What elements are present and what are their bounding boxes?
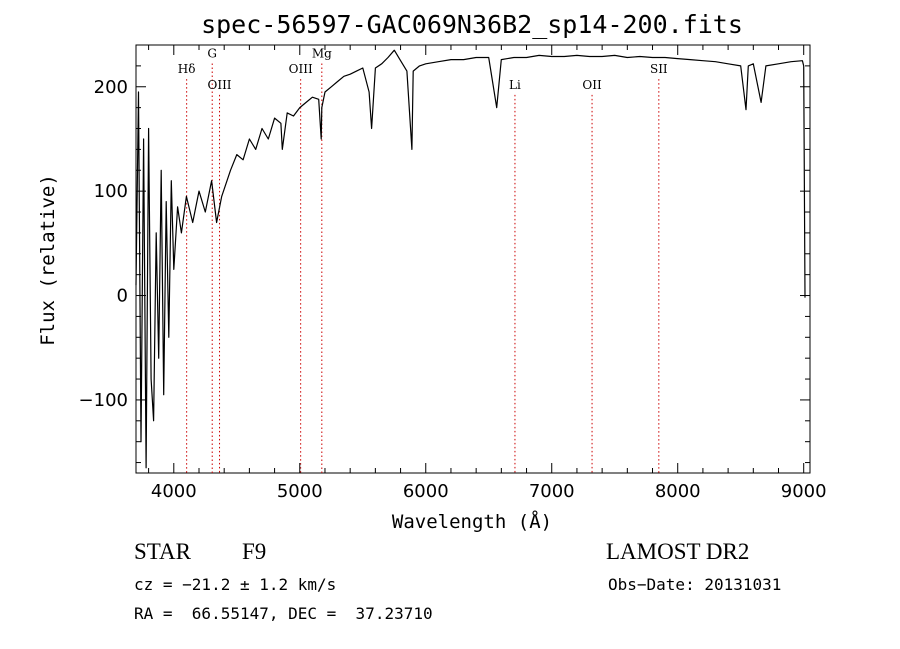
obs-date: Obs−Date: 20131031: [608, 575, 782, 594]
x-axis: 4000 5000 6000 7000 8000 9000: [148, 45, 827, 502]
y-tick-label: 0: [117, 286, 128, 307]
x-axis-label: Wavelength (Å): [392, 510, 552, 533]
x-tick-label: 9000: [781, 481, 827, 502]
survey-name: LAMOST DR2: [606, 539, 750, 564]
line-marker-label: G: [207, 47, 217, 61]
line-marker-label: OIII: [289, 62, 313, 76]
x-tick-label: 5000: [277, 481, 323, 502]
spectrum-series: [135, 49, 806, 469]
x-tick-label: 4000: [151, 481, 197, 502]
line-marker-label: Mg: [312, 47, 332, 61]
line-marker-label: SII: [650, 62, 668, 76]
x-tick-label: 6000: [403, 481, 449, 502]
object-class: STAR: [134, 539, 191, 564]
line-marker-label: OII: [582, 78, 602, 92]
x-tick-label: 7000: [529, 481, 575, 502]
chart-title: spec-56597-GAC069N36B2_sp14-200.fits: [201, 10, 743, 39]
y-axis-label: Flux (relative): [37, 174, 59, 346]
coordinates: RA = 66.55147, DEC = 37.23710: [134, 604, 433, 623]
x-tick-label: 8000: [655, 481, 701, 502]
line-marker-label: Hδ: [178, 62, 196, 76]
line-marker-label: OIII: [207, 78, 231, 92]
plot-frame: [135, 44, 811, 474]
y-tick-label: 100: [94, 181, 128, 202]
y-axis: −100 0 100 200: [79, 44, 810, 464]
y-tick-label: 200: [94, 77, 128, 98]
line-marker-label: Li: [509, 78, 521, 92]
y-tick-label: −100: [79, 390, 128, 411]
cz-velocity: cz = −21.2 ± 1.2 km/s: [134, 575, 337, 594]
spectrum-line: [135, 49, 806, 469]
object-subclass: F9: [242, 539, 267, 564]
